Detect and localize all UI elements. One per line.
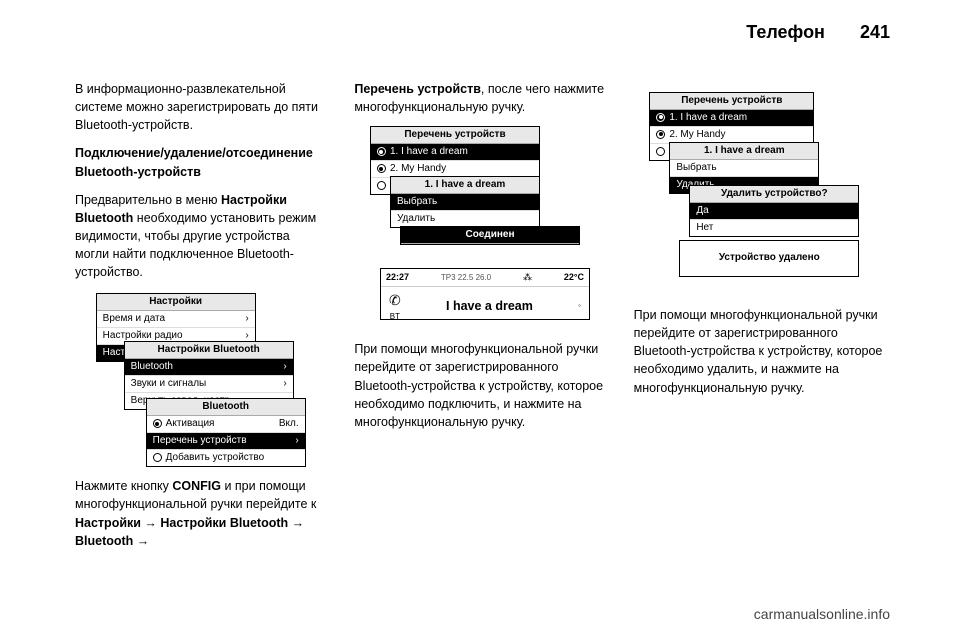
column-1: В информационно-развлекательной системе … <box>75 80 326 592</box>
bt-row-add: Добавить устройство <box>147 450 305 466</box>
c1-heading: Подключение/удаление/отсоединение Blueto… <box>75 144 326 180</box>
bluetooth-icon: ⁂ <box>523 271 532 284</box>
confirm-yes: Да <box>690 203 858 220</box>
delete-cascade: Перечень устройств 1. I have a dream 2. … <box>649 92 869 292</box>
connected-device: I have a dream <box>409 297 570 315</box>
phone-icon: ✆ <box>389 290 401 310</box>
screen-bluetooth: Bluetooth АктивацияВкл. Перечень устройс… <box>146 398 306 467</box>
column-3: Перечень устройств 1. I have a dream 2. … <box>634 80 885 592</box>
c2-intro: Перечень устройств, после чего нажмите м… <box>354 80 605 116</box>
chevron-right-icon: › <box>245 313 248 325</box>
radio-on-icon <box>153 419 162 428</box>
radio-on-icon <box>377 164 386 173</box>
page-header: Телефон 241 <box>746 22 890 43</box>
footer-source: carmanualsonline.info <box>754 606 890 622</box>
radio-on-icon <box>656 113 665 122</box>
signal-icon: ◦ <box>578 300 581 312</box>
radio-off-icon <box>377 181 386 190</box>
bt-row-devlist: Перечень устройств› <box>147 433 305 450</box>
page-number: 241 <box>860 22 890 42</box>
settings-cascade: Настройки Время и дата› Настройки радио›… <box>96 293 306 463</box>
c1-navigate: Нажмите кнопку CONFIG и при помощи много… <box>75 477 326 550</box>
c1-visibility: Предварительно в меню Настройки Bluetoot… <box>75 191 326 282</box>
devdel-select: Выбрать <box>670 160 818 177</box>
btset-row-sounds: Звуки и сигналы› <box>125 376 293 393</box>
status-bar: 22:27 TP3 22.5 26.0 ⁂ 22°C <box>381 269 589 287</box>
devlist-title: Перечень устройств <box>371 127 539 144</box>
status-time: 22:27 <box>386 271 409 284</box>
devlist2-item-1: 1. I have a dream <box>650 110 813 127</box>
status-mid: TP3 22.5 26.0 <box>441 272 491 284</box>
screen-connected-banner: Соединен <box>400 226 580 245</box>
deleted-msg: Устройство удалено <box>719 252 820 263</box>
devlist2-title: Перечень устройств <box>650 93 813 110</box>
devconn-select: Выбрать <box>391 194 539 211</box>
radio-off-icon <box>153 453 162 462</box>
screen-bluetooth-title: Bluetooth <box>147 399 305 416</box>
confirm-no: Нет <box>690 220 858 236</box>
section-title: Телефон <box>746 22 825 42</box>
devdel-title: 1. I have a dream <box>670 143 818 160</box>
column-2: Перечень устройств, после чего нажмите м… <box>354 80 605 592</box>
connected-title: Соединен <box>401 227 579 244</box>
screen-connected: 22:27 TP3 22.5 26.0 ⁂ 22°C ✆ BT I have a… <box>380 268 590 320</box>
screen-confirm: Удалить устройство? Да Нет <box>689 185 859 237</box>
screen-settings-title: Настройки <box>97 294 255 311</box>
btset-row-bt: Bluetooth› <box>125 359 293 376</box>
connect-cascade: Перечень устройств 1. I have a dream 2. … <box>370 126 590 326</box>
devlist-item-1: 1. I have a dream <box>371 144 539 161</box>
devconn-delete: Удалить <box>391 211 539 227</box>
connected-main: ✆ BT I have a dream ◦ <box>381 287 589 325</box>
screen-deleted: Устройство удалено <box>679 240 859 277</box>
chevron-right-icon: › <box>283 378 286 390</box>
bt-label: BT <box>389 311 401 323</box>
confirm-title: Удалить устройство? <box>690 186 858 203</box>
chevron-right-icon: › <box>295 435 298 447</box>
radio-off-icon <box>656 147 665 156</box>
c3-rotate: При помощи многофункциональной ручки пер… <box>634 306 885 397</box>
settings-row-time: Время и дата› <box>97 311 255 328</box>
radio-on-icon <box>377 147 386 156</box>
c2-rotate: При помощи многофункциональной ручки пер… <box>354 340 605 431</box>
chevron-right-icon: › <box>283 361 286 373</box>
devconn-title: 1. I have a dream <box>391 177 539 194</box>
status-temp: 22°C <box>564 271 584 284</box>
bt-row-activation: АктивацияВкл. <box>147 416 305 433</box>
content-columns: В информационно-развлекательной системе … <box>75 80 885 592</box>
screen-dev-select: 1. I have a dream Выбрать Удалить <box>390 176 540 228</box>
radio-on-icon <box>656 130 665 139</box>
c1-intro: В информационно-развлекательной системе … <box>75 80 326 134</box>
screen-bt-settings-title: Настройки Bluetooth <box>125 342 293 359</box>
